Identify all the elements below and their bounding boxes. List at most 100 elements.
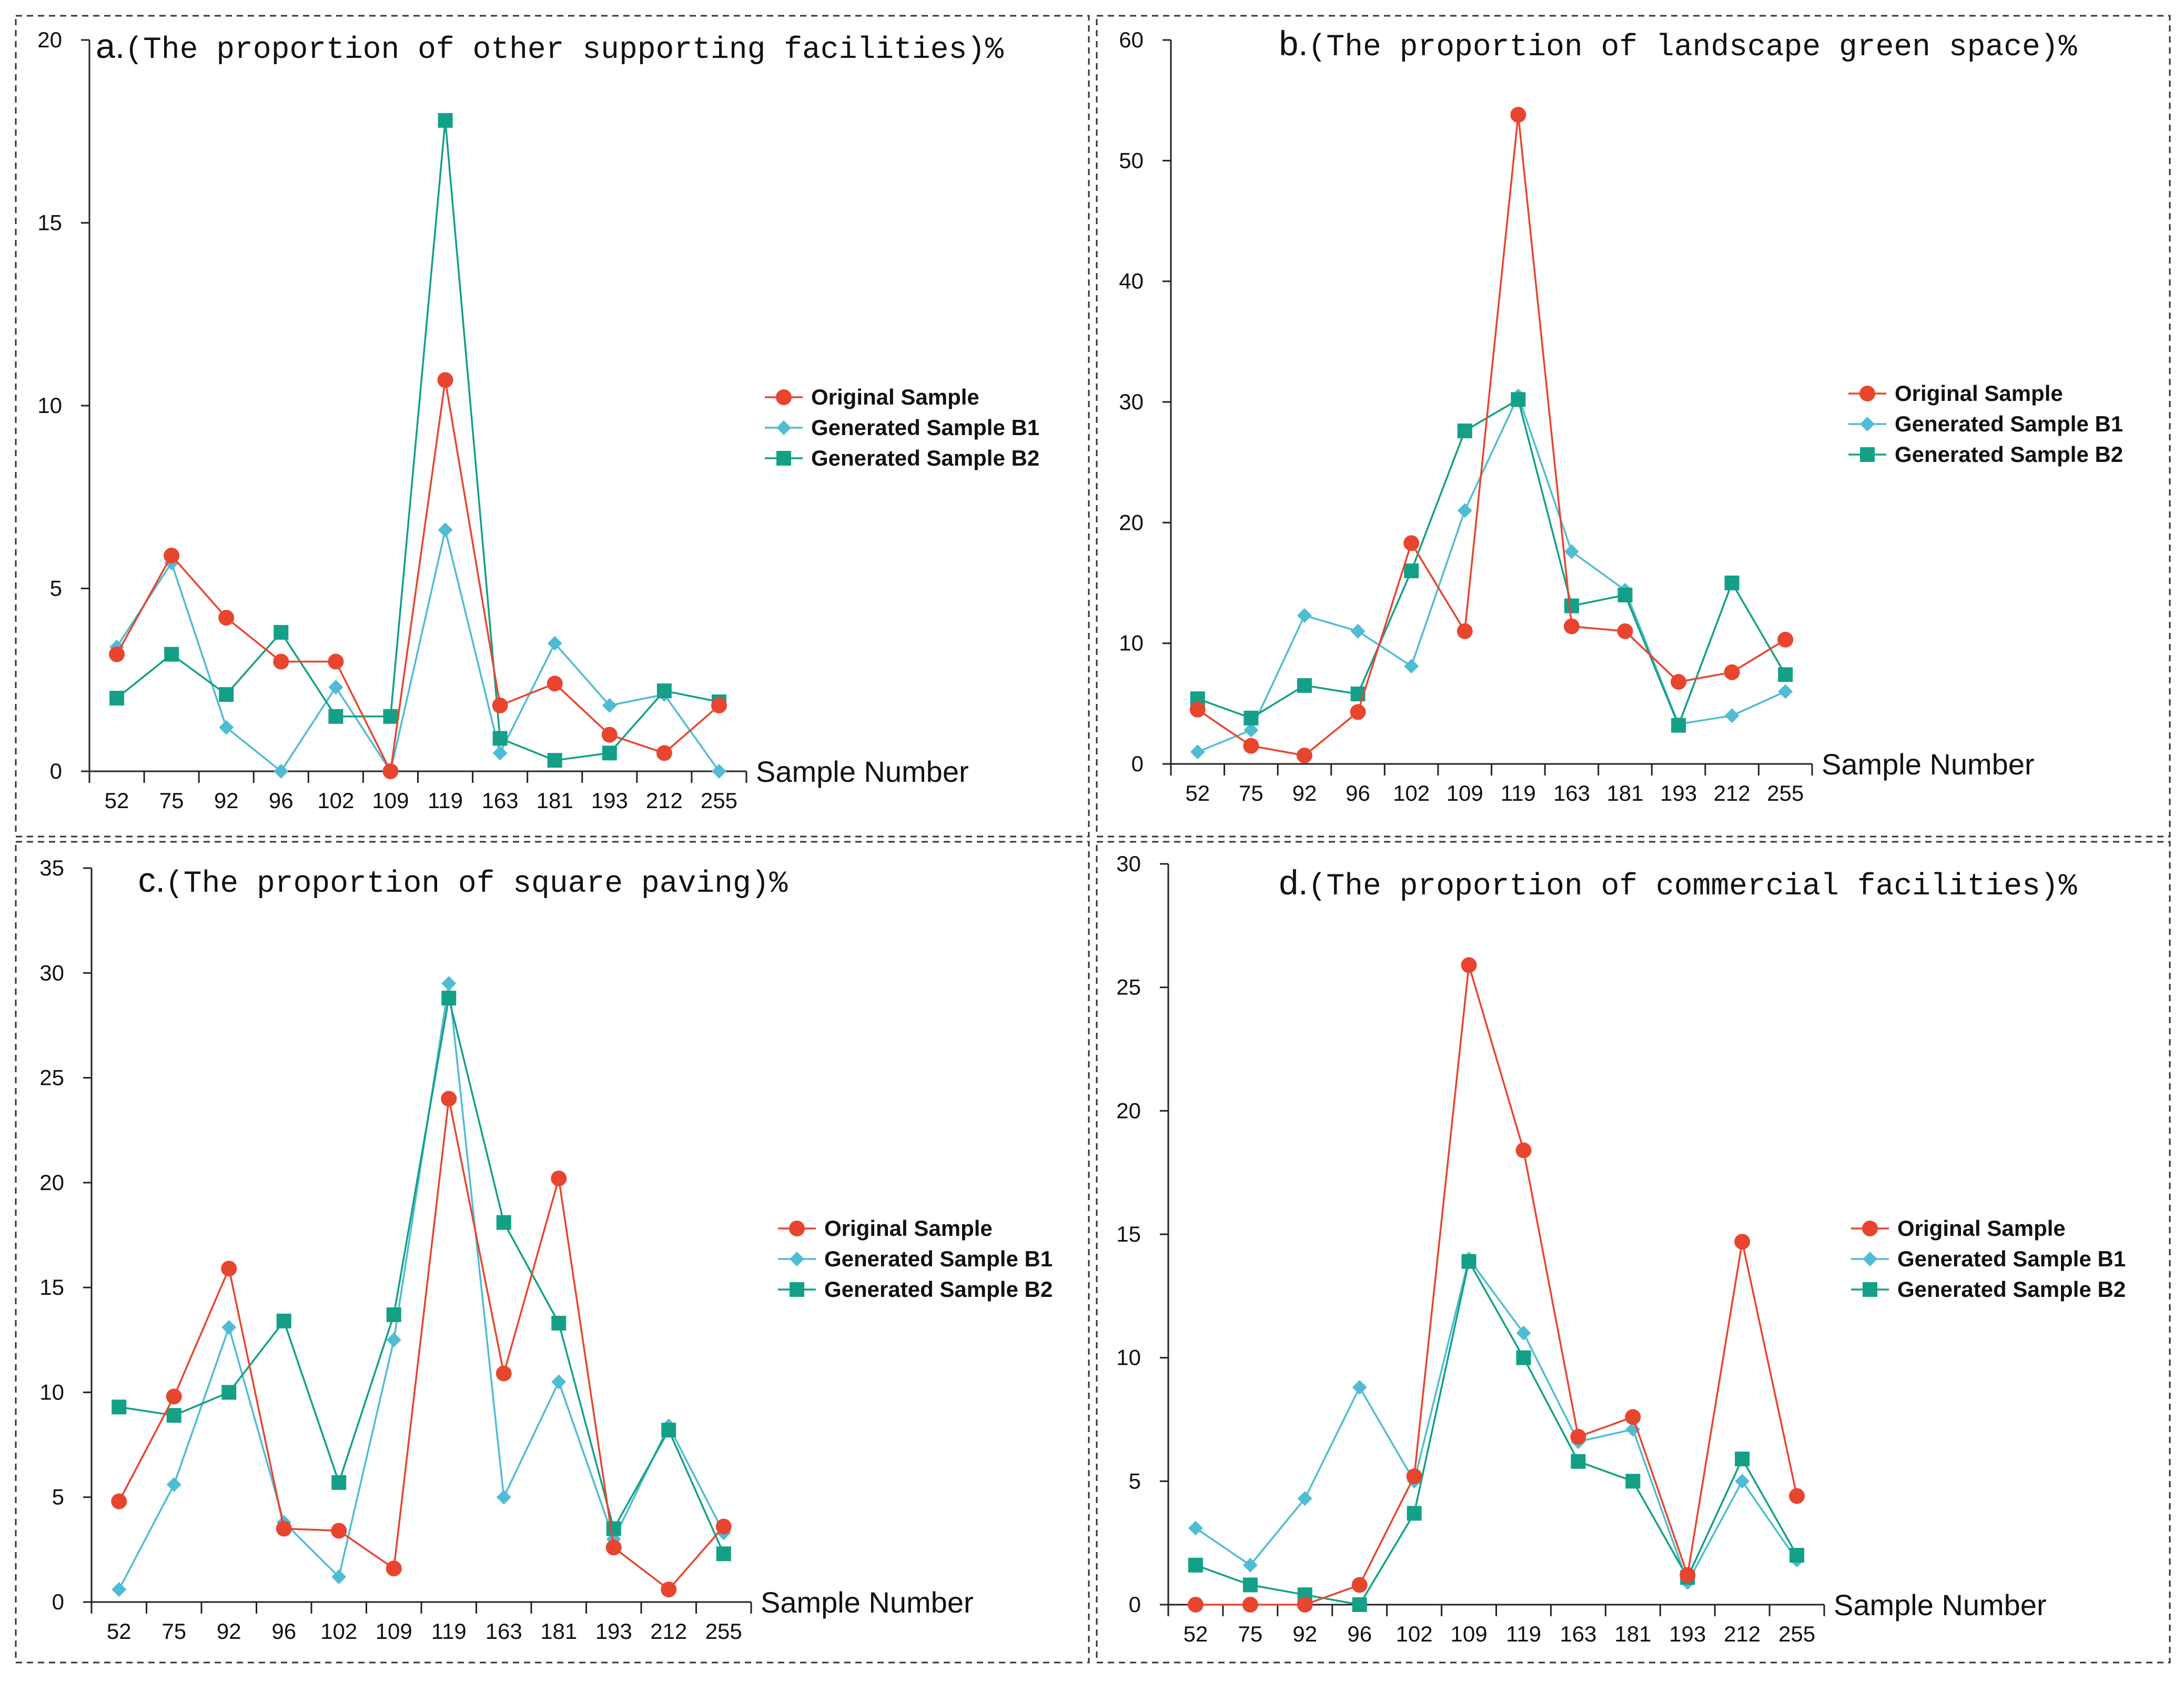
panel-border bbox=[1096, 841, 2171, 1664]
x-tick-label: 52 bbox=[105, 788, 129, 813]
y-tick-label: 60 bbox=[1119, 27, 1144, 52]
x-tick-label: 119 bbox=[431, 1619, 467, 1644]
x-tick-label: 163 bbox=[482, 788, 519, 813]
data-point bbox=[438, 113, 453, 128]
data-point bbox=[547, 676, 563, 692]
data-point bbox=[383, 709, 398, 724]
data-point bbox=[1516, 1350, 1531, 1365]
series-line bbox=[116, 529, 720, 772]
x-tick-label: 212 bbox=[1714, 781, 1751, 805]
legend-marker bbox=[1862, 1221, 1878, 1236]
x-tick-label: 255 bbox=[1767, 781, 1804, 805]
x-tick-label: 193 bbox=[595, 1619, 632, 1644]
data-point bbox=[661, 1423, 676, 1438]
x-tick-label: 181 bbox=[540, 1619, 577, 1644]
data-point bbox=[547, 753, 562, 768]
data-point bbox=[438, 522, 453, 538]
x-tick-label: 163 bbox=[1553, 781, 1590, 805]
x-tick-label: 255 bbox=[705, 1619, 742, 1644]
data-point bbox=[1511, 392, 1526, 407]
data-point bbox=[1625, 1474, 1641, 1489]
data-point bbox=[602, 746, 617, 761]
data-point bbox=[656, 683, 672, 699]
data-point bbox=[328, 653, 344, 670]
data-point bbox=[1243, 738, 1259, 754]
series-generated-sample-b1 bbox=[1190, 388, 1793, 760]
y-tick-label: 5 bbox=[1129, 1468, 1141, 1493]
legend-marker bbox=[1859, 386, 1875, 401]
x-tick-label: 181 bbox=[1606, 781, 1643, 805]
chart-panel-c: 0 5 10 15 20 25 30 35 52 75 92 96 102 109 119 163 181 193… bbox=[15, 841, 1090, 1664]
data-point bbox=[1735, 1474, 1750, 1489]
data-point bbox=[1734, 1234, 1751, 1250]
x-axis-title: Sample Number bbox=[761, 1586, 974, 1619]
data-point bbox=[218, 610, 235, 626]
x-tick-label: 75 bbox=[161, 1619, 186, 1644]
data-point bbox=[1457, 623, 1473, 639]
chart-title: c.(The proportion of square paving)% bbox=[138, 860, 788, 901]
data-point bbox=[441, 991, 457, 1006]
data-point bbox=[1777, 631, 1794, 648]
y-tick-label: 35 bbox=[39, 855, 64, 880]
data-point bbox=[1724, 576, 1740, 590]
data-point bbox=[276, 1313, 291, 1328]
data-point bbox=[496, 1365, 512, 1382]
legend-label: Generated Sample B2 bbox=[1895, 442, 2123, 467]
series-line bbox=[118, 982, 725, 1590]
chart-title-letter: d. bbox=[1279, 863, 1308, 902]
x-tick-label: 92 bbox=[1292, 781, 1317, 805]
x-axis-title: Sample Number bbox=[1822, 748, 2035, 781]
data-point bbox=[1778, 684, 1793, 699]
y-tick-label: 15 bbox=[1116, 1222, 1141, 1246]
series-line bbox=[119, 997, 725, 1555]
series-generated-sample-b1 bbox=[112, 976, 731, 1597]
legend: Original Sample Generated Sample B1 Genera… bbox=[765, 385, 1039, 470]
data-point bbox=[221, 1261, 237, 1277]
data-point bbox=[1671, 718, 1686, 733]
data-point bbox=[1735, 1452, 1750, 1467]
series-generated-sample-b2 bbox=[112, 991, 731, 1562]
data-point bbox=[716, 1546, 731, 1562]
data-point bbox=[1516, 1325, 1531, 1341]
data-point bbox=[656, 745, 672, 761]
data-point bbox=[109, 646, 125, 662]
y-tick-label: 0 bbox=[1129, 1592, 1141, 1617]
x-tick-label: 163 bbox=[1560, 1621, 1596, 1646]
data-point bbox=[382, 763, 399, 779]
y-tick-label: 20 bbox=[1119, 510, 1144, 535]
x-tick-label: 96 bbox=[269, 788, 294, 813]
data-point bbox=[1297, 1491, 1312, 1506]
data-point bbox=[328, 680, 343, 695]
legend-label: Original Sample bbox=[824, 1216, 993, 1241]
x-tick-label: 255 bbox=[701, 788, 737, 813]
data-point bbox=[547, 636, 562, 651]
data-point bbox=[164, 647, 179, 662]
data-point bbox=[276, 1520, 292, 1537]
x-tick-label: 102 bbox=[317, 788, 354, 813]
y-tick-label: 10 bbox=[37, 393, 62, 418]
y-tick-label: 30 bbox=[39, 960, 64, 985]
series-line bbox=[116, 119, 720, 761]
data-point bbox=[551, 1374, 567, 1389]
data-point bbox=[1515, 1142, 1532, 1159]
data-point bbox=[496, 1489, 511, 1505]
chart-title: a.(The proportion of other supporting fa… bbox=[96, 26, 1004, 67]
y-tick-label: 30 bbox=[1116, 851, 1141, 876]
x-tick-label: 109 bbox=[376, 1619, 412, 1644]
data-point bbox=[496, 1215, 511, 1230]
data-point bbox=[328, 709, 343, 724]
x-tick-label: 163 bbox=[486, 1619, 522, 1644]
x-tick-label: 96 bbox=[1347, 1621, 1372, 1646]
chart-title-letter: b. bbox=[1279, 24, 1308, 63]
series-generated-sample-b1 bbox=[109, 522, 726, 779]
x-tick-label: 193 bbox=[591, 788, 628, 813]
data-point bbox=[1188, 1520, 1203, 1536]
legend-label: Generated Sample B1 bbox=[1895, 411, 2123, 436]
legend-marker bbox=[776, 389, 792, 405]
chart-title-text: (The proportion of commercial facilities… bbox=[1308, 870, 2077, 904]
legend-marker bbox=[1863, 1252, 1877, 1266]
data-point bbox=[605, 1539, 622, 1556]
series-line bbox=[1195, 1260, 1798, 1606]
data-point bbox=[1188, 1557, 1203, 1573]
chart-panel-b: 0 10 20 30 40 50 60 52 75 92 96 102 109 119 163 181 193 2… bbox=[1096, 15, 2171, 838]
